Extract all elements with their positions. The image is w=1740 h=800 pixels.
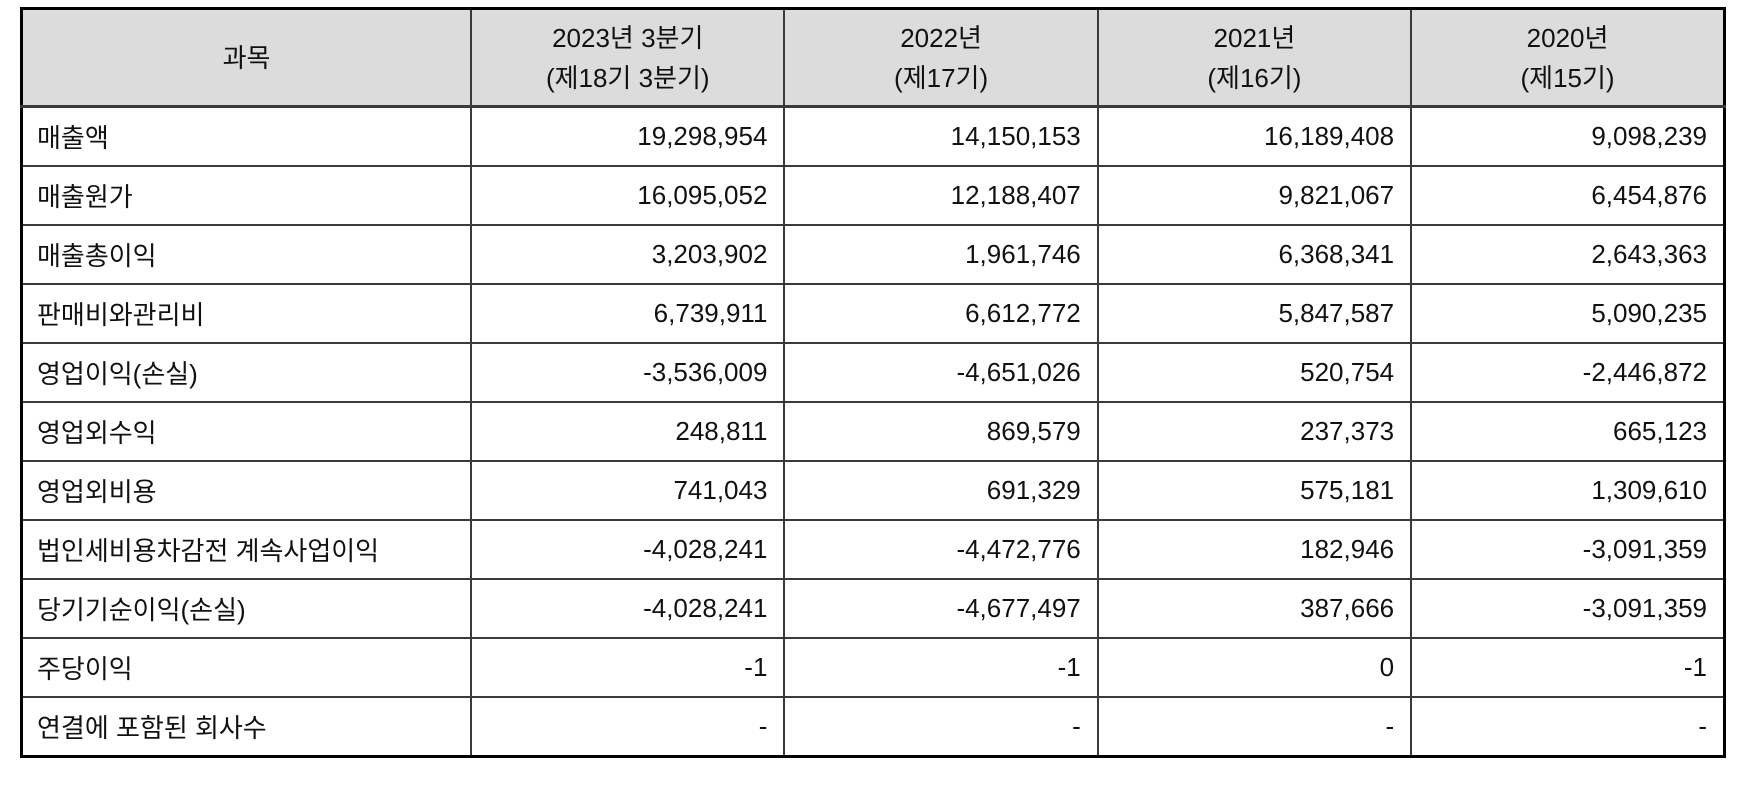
row-label: 영업이익(손실) <box>20 342 473 403</box>
cell-value: 248,811 <box>470 401 786 462</box>
cell-value: -4,028,241 <box>470 578 786 639</box>
table-body: 매출액 19,298,954 14,150,153 16,189,408 9,098,2… <box>20 105 1726 758</box>
column-header-line1: 2020년 <box>1526 22 1609 53</box>
table-row: 영업이익(손실) -3,536,009 -4,651,026 520,754 -2,44… <box>20 342 1726 403</box>
cell-value: 14,150,153 <box>783 105 1099 167</box>
cell-value: 665,123 <box>1410 401 1726 462</box>
row-label: 법인세비용차감전 계속사업이익 <box>20 519 473 580</box>
cell-value: - <box>1096 696 1413 758</box>
cell-value: 237,373 <box>1096 401 1413 462</box>
cell-value: 9,821,067 <box>1096 165 1413 226</box>
table-row: 영업외수익 248,811 869,579 237,373 665,123 <box>20 401 1726 462</box>
table-header-row: 과목 2023년 3분기 (제18기 3분기) 2022년 (제17기) 202… <box>20 7 1726 108</box>
row-label: 연결에 포함된 회사수 <box>20 696 473 758</box>
cell-value: -1 <box>783 637 1099 698</box>
cell-value: 5,090,235 <box>1410 283 1726 344</box>
cell-value: -3,091,359 <box>1410 578 1726 639</box>
column-header-subject: 과목 <box>20 7 473 108</box>
column-header-2020: 2020년 (제15기) <box>1410 7 1726 108</box>
row-label: 매출액 <box>20 105 473 167</box>
column-header-2023-q3: 2023년 3분기 (제18기 3분기) <box>470 7 786 108</box>
cell-value: 575,181 <box>1096 460 1413 521</box>
column-header-line2: (제18기 3분기) <box>545 62 710 93</box>
cell-value: 182,946 <box>1096 519 1413 580</box>
cell-value: 16,095,052 <box>470 165 786 226</box>
column-header-line1: 과목 <box>222 42 271 73</box>
table-row: 매출원가 16,095,052 12,188,407 9,821,067 6,454,8… <box>20 165 1726 226</box>
table-row: 판매비와관리비 6,739,911 6,612,772 5,847,587 5,090,… <box>20 283 1726 344</box>
cell-value: 9,098,239 <box>1410 105 1726 167</box>
cell-value: 12,188,407 <box>783 165 1099 226</box>
table-header: 과목 2023년 3분기 (제18기 3분기) 2022년 (제17기) 202… <box>20 7 1726 108</box>
cell-value: -2,446,872 <box>1410 342 1726 403</box>
column-header-line1: 2022년 <box>900 22 982 53</box>
cell-value: -4,472,776 <box>783 519 1099 580</box>
cell-value: - <box>1410 696 1726 758</box>
cell-value: 869,579 <box>783 401 1099 462</box>
financial-summary-table-container: 과목 2023년 3분기 (제18기 3분기) 2022년 (제17기) 202… <box>20 7 1726 758</box>
cell-value: 16,189,408 <box>1096 105 1413 167</box>
cell-value: -1 <box>1410 637 1726 698</box>
cell-value: 0 <box>1096 637 1413 698</box>
cell-value: -4,028,241 <box>470 519 786 580</box>
cell-value: -4,677,497 <box>783 578 1099 639</box>
cell-value: -1 <box>470 637 786 698</box>
cell-value: - <box>470 696 786 758</box>
column-header-line2: (제16기) <box>1207 62 1302 93</box>
table-row: 법인세비용차감전 계속사업이익 -4,028,241 -4,472,776 182,9… <box>20 519 1726 580</box>
column-header-line1: 2021년 <box>1213 22 1296 53</box>
cell-value: 6,454,876 <box>1410 165 1726 226</box>
cell-value: 6,739,911 <box>470 283 786 344</box>
cell-value: 741,043 <box>470 460 786 521</box>
column-header-line2: (제17기) <box>894 62 989 93</box>
cell-value: 3,203,902 <box>470 224 786 285</box>
row-label: 매출총이익 <box>20 224 473 285</box>
table-row: 당기기순이익(손실) -4,028,241 -4,677,497 387,666 -3,… <box>20 578 1726 639</box>
cell-value: 387,666 <box>1096 578 1413 639</box>
cell-value: 5,847,587 <box>1096 283 1413 344</box>
financial-summary-table: 과목 2023년 3분기 (제18기 3분기) 2022년 (제17기) 202… <box>20 7 1726 758</box>
cell-value: 2,643,363 <box>1410 224 1726 285</box>
cell-value: -3,091,359 <box>1410 519 1726 580</box>
cell-value: -4,651,026 <box>783 342 1099 403</box>
column-header-2021: 2021년 (제16기) <box>1096 7 1413 108</box>
row-label: 판매비와관리비 <box>20 283 473 344</box>
cell-value: 691,329 <box>783 460 1099 521</box>
table-row: 영업외비용 741,043 691,329 575,181 1,309,610 <box>20 460 1726 521</box>
table-row: 주당이익 -1 -1 0 -1 <box>20 637 1726 698</box>
cell-value: 19,298,954 <box>470 105 786 167</box>
row-label: 당기기순이익(손실) <box>20 578 473 639</box>
row-label: 영업외수익 <box>20 401 473 462</box>
cell-value: 1,961,746 <box>783 224 1099 285</box>
column-header-2022: 2022년 (제17기) <box>783 7 1099 108</box>
table-row: 매출총이익 3,203,902 1,961,746 6,368,341 2,643,36… <box>20 224 1726 285</box>
row-label: 영업외비용 <box>20 460 473 521</box>
cell-value: 520,754 <box>1096 342 1413 403</box>
column-header-line1: 2023년 3분기 <box>552 22 704 53</box>
table-row: 매출액 19,298,954 14,150,153 16,189,408 9,098,2… <box>20 105 1726 167</box>
table-row: 연결에 포함된 회사수 - - - - <box>20 696 1726 758</box>
cell-value: 1,309,610 <box>1410 460 1726 521</box>
cell-value: 6,612,772 <box>783 283 1099 344</box>
cell-value: - <box>783 696 1099 758</box>
column-header-line2: (제15기) <box>1520 62 1615 93</box>
cell-value: -3,536,009 <box>470 342 786 403</box>
cell-value: 6,368,341 <box>1096 224 1413 285</box>
row-label: 주당이익 <box>20 637 473 698</box>
row-label: 매출원가 <box>20 165 473 226</box>
